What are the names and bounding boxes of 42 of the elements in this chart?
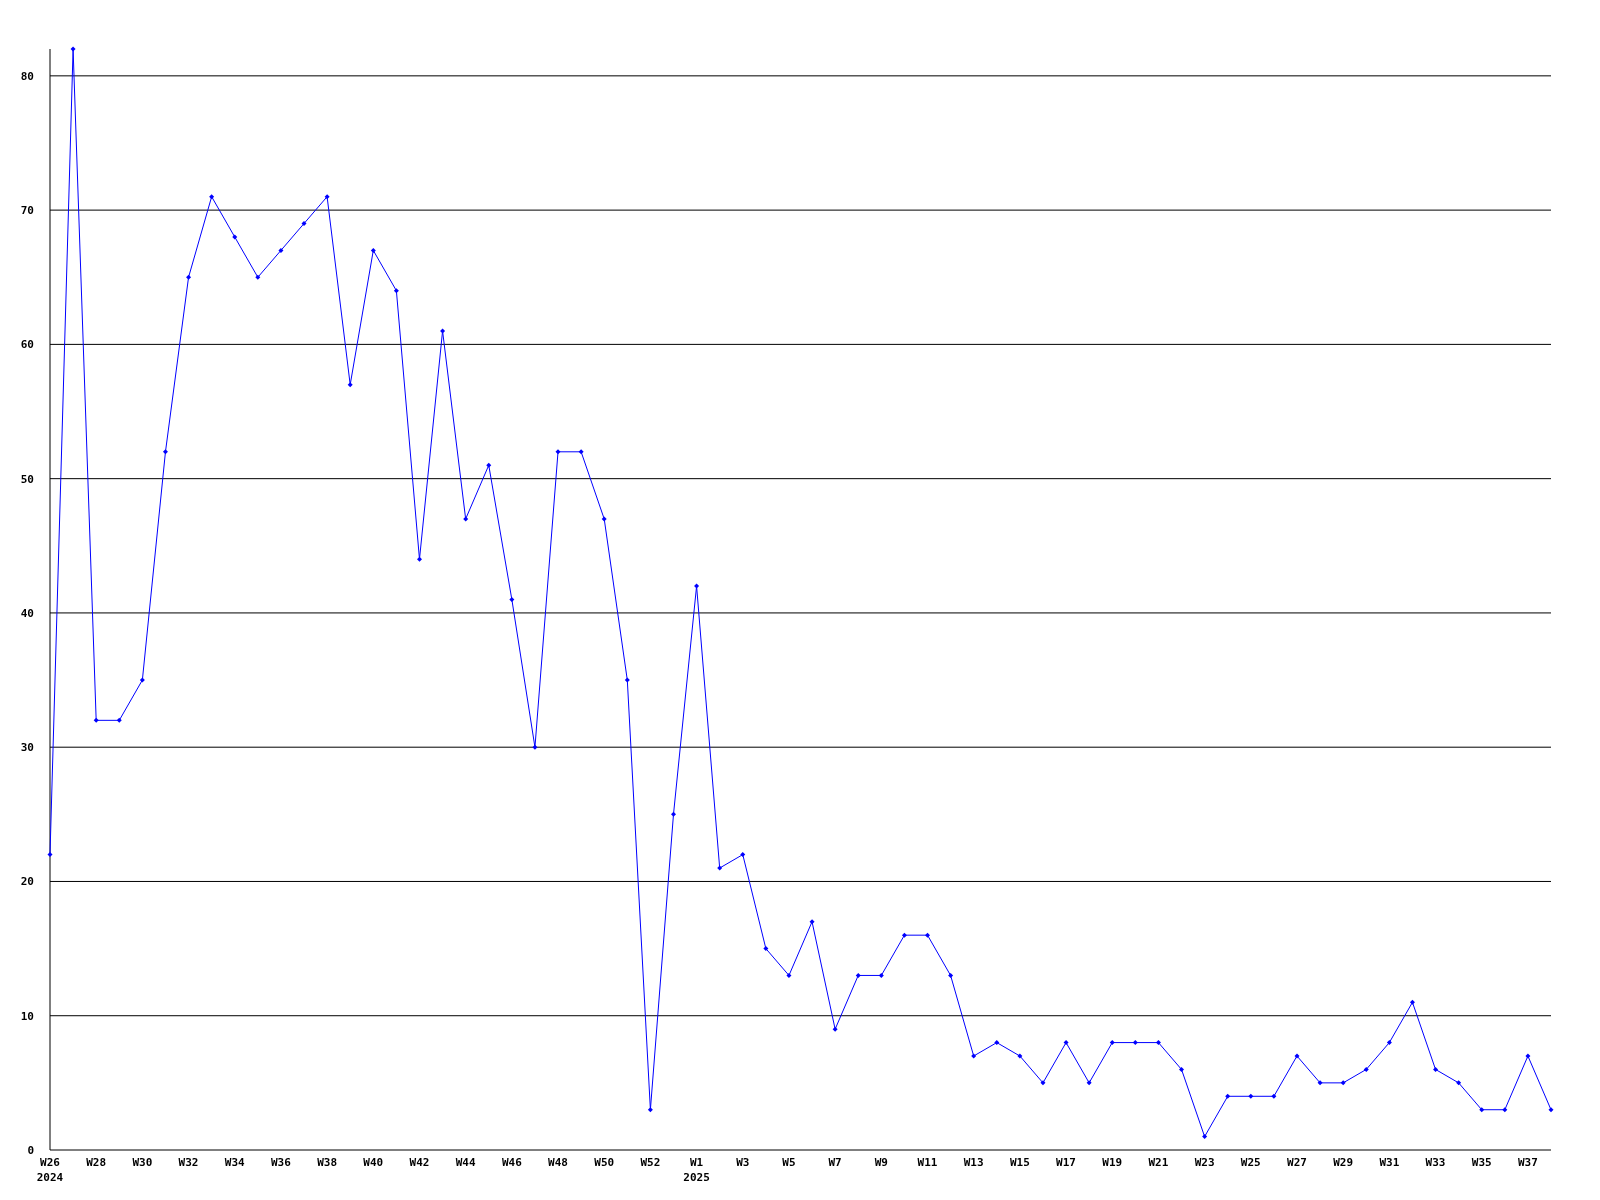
x-tick-label: W13 [963,1156,984,1169]
x-tick-label: W50 [594,1156,615,1169]
y-tick-label: 30 [20,741,34,755]
x-tick-label: W44 [455,1156,476,1169]
x-tick-label: W33 [1425,1156,1446,1169]
x-tick-label: W35 [1471,1156,1492,1169]
x-tick-label: W32 [178,1156,199,1169]
x-tick-label: W40 [363,1156,384,1169]
y-tick-label: 50 [20,472,34,486]
x-tick-label: W52 [640,1156,661,1169]
x-tick-label: W3 [736,1156,750,1169]
x-tick-label: W29 [1333,1156,1354,1169]
x-tick-label: W19 [1102,1156,1123,1169]
x-tick-label: W5 [782,1156,796,1169]
x-tick-label: W1 2025 [683,1156,710,1184]
x-tick-label: W25 [1240,1156,1261,1169]
x-tick-label: W38 [317,1156,338,1169]
y-tick-label: 20 [20,875,34,889]
y-tick-label: 10 [20,1009,34,1023]
x-tick-label: W46 [501,1156,523,1169]
y-tick-label: 60 [20,338,34,352]
x-tick-label: W31 [1379,1156,1400,1169]
x-tick-label: W36 [270,1156,292,1169]
x-tick-label: W48 [548,1156,568,1169]
x-tick-label: W30 [132,1156,153,1169]
x-tick-label: W26 2024 [36,1156,64,1184]
x-tick-label: W37 [1517,1156,1538,1169]
y-tick-label: 0 [27,1144,34,1157]
x-tick-label: W15 [1009,1156,1030,1169]
x-tick-label: W23 [1194,1156,1215,1169]
x-tick-label: W17 [1056,1156,1076,1169]
x-tick-label: W9 [874,1156,888,1169]
y-tick-label: 40 [20,606,34,620]
x-tick-label: W42 [409,1156,430,1169]
x-tick-label: W34 [224,1156,246,1169]
x-tick-label: W27 [1287,1156,1307,1169]
x-tick-label: W11 [917,1156,938,1169]
y-tick-label: 70 [20,204,34,218]
x-tick-label: W7 [828,1156,842,1169]
x-tick-label: W21 [1148,1156,1169,1169]
y-tick-label: 80 [20,69,34,83]
x-tick-label: W28 [86,1156,107,1169]
